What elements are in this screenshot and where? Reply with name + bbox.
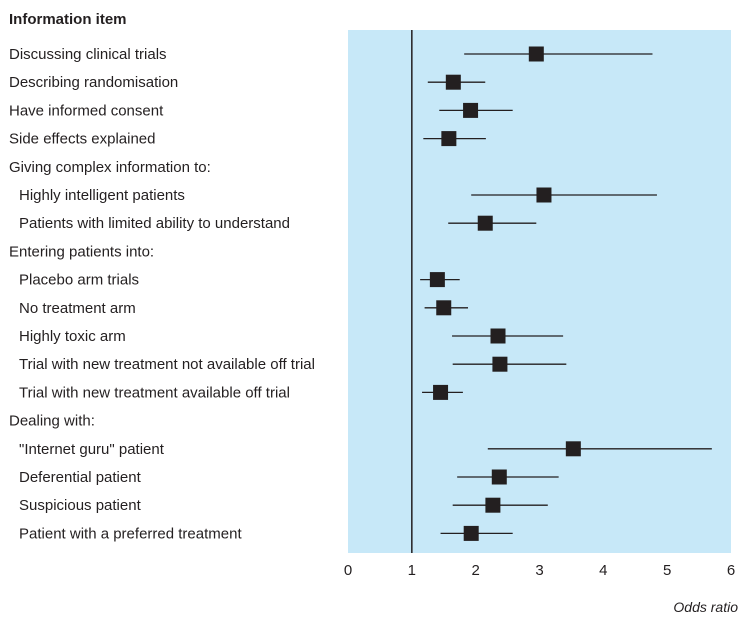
- x-tick-label: 0: [344, 562, 352, 579]
- odds-ratio-marker: [490, 328, 506, 344]
- row-label: Placebo arm trials: [19, 272, 139, 289]
- row-label: Trial with new treatment available off t…: [19, 384, 290, 401]
- odds-ratio-marker: [528, 46, 544, 62]
- plot-panel: [348, 30, 731, 553]
- group-label: Dealing with:: [9, 413, 95, 430]
- x-tick-label: 5: [663, 562, 671, 579]
- odds-ratio-marker: [477, 215, 493, 231]
- odds-ratio-marker: [445, 74, 461, 90]
- x-tick-label: 6: [727, 562, 735, 579]
- row-label: Describing randomisation: [9, 74, 178, 91]
- x-axis-label: Odds ratio: [673, 599, 738, 615]
- odds-ratio-marker: [491, 469, 507, 485]
- odds-ratio-marker: [565, 441, 581, 457]
- column-header: Information item: [9, 11, 127, 28]
- row-label: Suspicious patient: [19, 497, 142, 514]
- row-label: Patients with limited ability to underst…: [19, 215, 290, 232]
- row-label: "Internet guru" patient: [19, 441, 165, 458]
- group-label: Entering patients into:: [9, 243, 154, 260]
- x-tick-label: 3: [535, 562, 543, 579]
- odds-ratio-marker: [463, 102, 479, 118]
- odds-ratio-marker: [436, 300, 452, 316]
- row-label: Trial with new treatment not available o…: [19, 356, 315, 373]
- row-label: No treatment arm: [19, 300, 136, 317]
- odds-ratio-marker: [433, 384, 449, 400]
- row-label: Side effects explained: [9, 131, 156, 148]
- odds-ratio-marker: [429, 272, 445, 288]
- row-label: Have informed consent: [9, 102, 164, 119]
- odds-ratio-marker: [492, 356, 508, 372]
- x-axis-ticks: 0 1 2 3 4 5 6: [344, 562, 735, 579]
- odds-ratio-marker: [536, 187, 552, 203]
- row-label: Highly toxic arm: [19, 328, 126, 345]
- row-label: Patient with a preferred treatment: [19, 525, 242, 542]
- x-tick-label: 2: [471, 562, 479, 579]
- rows: Discussing clinical trials Describing ran…: [9, 46, 712, 542]
- odds-ratio-marker: [485, 497, 501, 513]
- x-tick-label: 1: [408, 562, 416, 579]
- odds-ratio-marker: [441, 131, 457, 147]
- group-label: Giving complex information to:: [9, 159, 211, 176]
- row-label: Deferential patient: [19, 469, 142, 486]
- odds-ratio-marker: [463, 525, 479, 541]
- x-tick-label: 4: [599, 562, 607, 579]
- row-label: Discussing clinical trials: [9, 46, 167, 63]
- row-label: Highly intelligent patients: [19, 187, 185, 204]
